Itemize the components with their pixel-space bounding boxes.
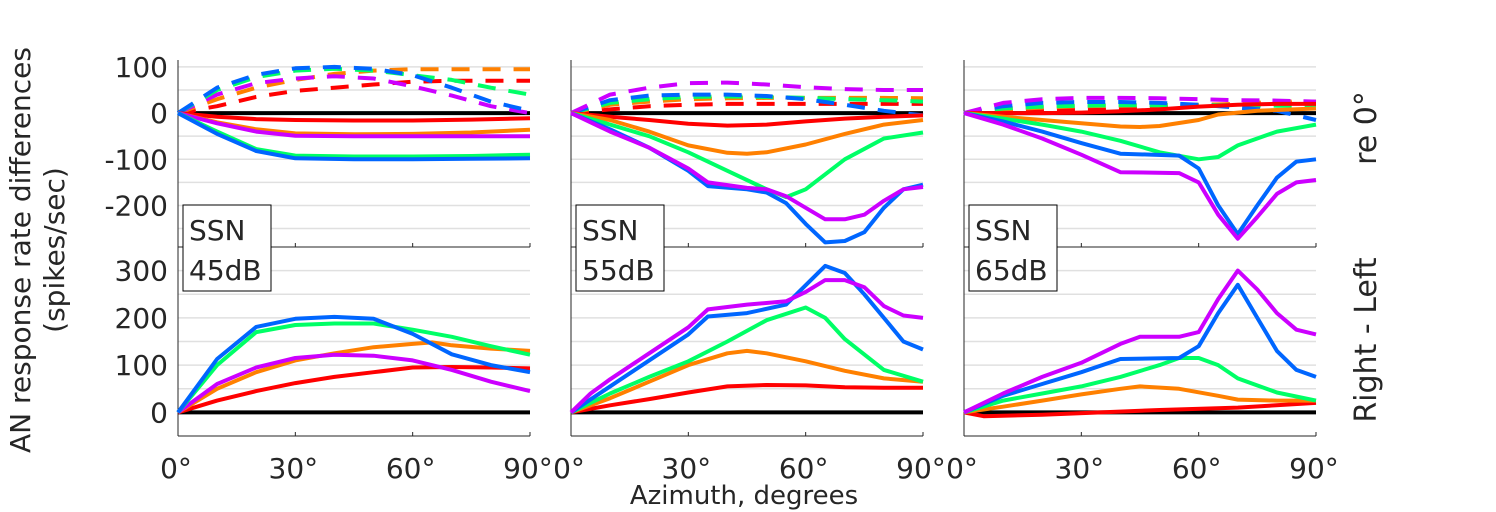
- panel-right-left-65dB: [963, 247, 1317, 437]
- series-line-green-dashed: [570, 94, 924, 116]
- series-line-blue-solid: [177, 111, 531, 162]
- panel-right-left-55dB: [569, 247, 924, 437]
- x-tick-label: 90°: [1289, 452, 1339, 485]
- panel-re0-55dB: [570, 60, 924, 248]
- series-line-orange-dashed: [570, 95, 924, 116]
- y-tick-label: -100: [104, 143, 168, 176]
- x-tick-label: 60°: [1172, 452, 1222, 485]
- x-tick-label: 30°: [269, 452, 319, 485]
- series-line-orange-solid: [963, 106, 1317, 129]
- series-line-red-solid: [177, 365, 531, 415]
- x-axis-label: Azimuth, degrees: [630, 481, 858, 511]
- panel-right-left-45dB: [176, 247, 531, 437]
- series-line-purple-solid: [570, 111, 924, 222]
- x-tick-label: 90°: [896, 452, 946, 485]
- y-tick-label: 200: [115, 302, 168, 335]
- series-line-red-solid: [570, 383, 923, 415]
- series-line-green-solid: [176, 321, 531, 414]
- series-line-orange-dashed: [177, 67, 530, 115]
- series-line-blue-solid: [963, 282, 1317, 415]
- series-line-blue-solid: [963, 111, 1317, 237]
- y-tick-label: 100: [115, 51, 168, 84]
- x-tick-label: 0°: [946, 452, 978, 485]
- series-line-purple-solid: [177, 111, 530, 139]
- row-label-right-left: Right - Left: [1349, 257, 1384, 423]
- series-line-red-solid: [964, 101, 1316, 116]
- y-axis-label: AN response rate differences(spikes/sec): [4, 47, 71, 453]
- x-tick-label: 0°: [160, 452, 192, 485]
- series-line-orange-solid: [176, 340, 531, 415]
- series-line-red-solid: [570, 111, 924, 128]
- y-tick-label: 0: [150, 396, 168, 429]
- panel-re0-45dB: [176, 60, 531, 248]
- series-line-blue-solid: [176, 314, 531, 414]
- x-tick-label: 60°: [386, 452, 436, 485]
- x-tick-label: 90°: [503, 452, 553, 485]
- series-line-green-dashed: [176, 66, 531, 115]
- series-line-orange-solid: [570, 111, 924, 156]
- legend-level: 45dB: [189, 254, 262, 287]
- legend-noise: SSN: [975, 214, 1032, 247]
- series-line-purple-dashed: [570, 80, 923, 115]
- legend-noise: SSN: [582, 214, 639, 247]
- x-tick-label: 30°: [1055, 452, 1105, 485]
- x-tick-label: 30°: [662, 452, 712, 485]
- legend-noise: SSN: [189, 214, 246, 247]
- y-tick-label: 300: [115, 255, 168, 288]
- series-line-green-solid: [963, 356, 1317, 415]
- series-line-red-solid: [963, 400, 1317, 419]
- legend-box: [575, 204, 665, 292]
- panel-re0-65dB: [963, 60, 1317, 248]
- series-line-purple-solid: [569, 278, 924, 414]
- series-line-red-solid: [177, 111, 531, 123]
- series-line-purple-dashed: [963, 95, 1317, 116]
- series-line-purple-solid: [963, 268, 1317, 415]
- legend-box: [968, 204, 1058, 292]
- y-tick-label: 100: [115, 349, 168, 382]
- x-tick-label: 60°: [779, 452, 829, 485]
- series-line-green-solid: [177, 111, 531, 159]
- legend-box: [182, 204, 272, 292]
- series-line-green-solid: [963, 111, 1317, 162]
- series-line-blue-dashed: [570, 92, 924, 118]
- y-tick-label: 0: [150, 97, 168, 130]
- row-label-re0: re 0°: [1349, 91, 1384, 165]
- series-line-green-solid: [570, 305, 924, 415]
- legend-level: 65dB: [975, 254, 1048, 287]
- series-line-blue-dashed: [176, 64, 531, 115]
- series-line-blue-solid: [569, 263, 924, 415]
- series-line-purple-solid: [176, 352, 531, 415]
- series-line-orange-solid: [570, 348, 924, 415]
- legend-level: 55dB: [582, 254, 655, 287]
- series-line-orange-solid: [963, 384, 1316, 415]
- series-line-red-dashed: [570, 101, 923, 116]
- series-line-purple-dashed: [177, 74, 531, 116]
- y-tick-label: -200: [104, 189, 168, 222]
- series-line-purple-solid: [963, 111, 1317, 241]
- x-tick-label: 0°: [553, 452, 585, 485]
- series-line-red-dashed: [177, 78, 530, 116]
